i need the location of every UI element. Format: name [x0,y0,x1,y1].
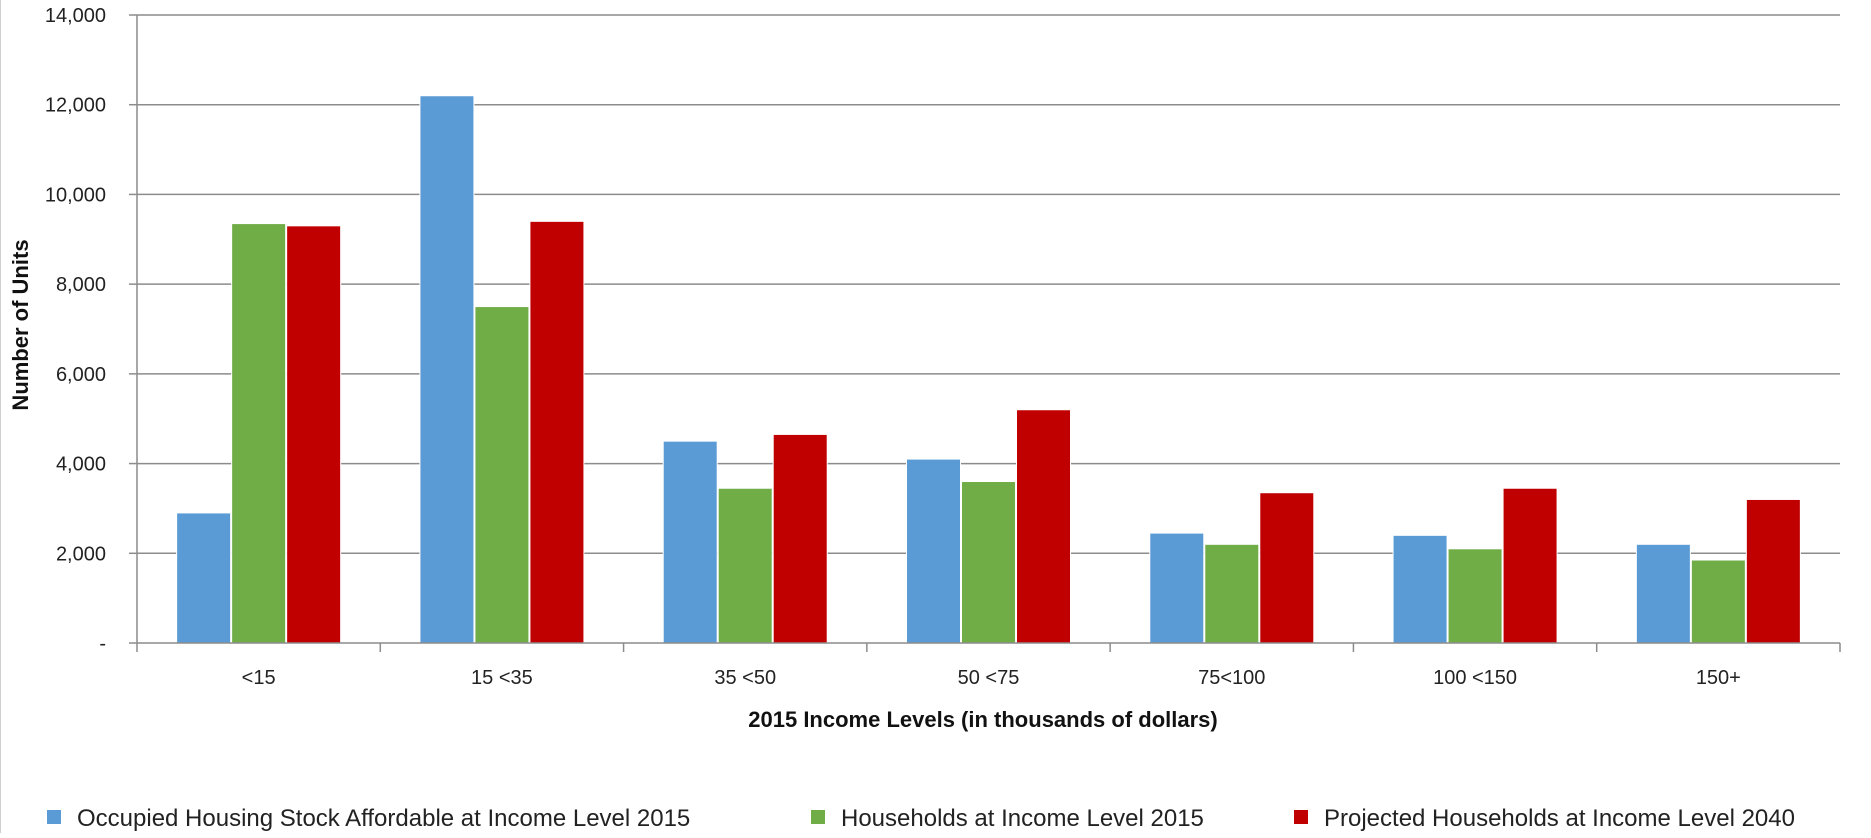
bar [231,223,287,644]
x-tick-labels: <15 15 <35 35 <50 50 <75 75<100 100 <150 150+ [242,667,1741,689]
bar [1204,543,1260,644]
bar [1016,409,1071,644]
legend-swatch [811,810,825,824]
bar [176,512,232,644]
y-tick-label: 4,000 [56,454,106,476]
bar [662,440,718,644]
axes [136,15,1841,652]
x-axis-title: 2015 Income Levels (in thousands of doll… [748,707,1217,732]
y-axis-title: Number of Units [8,239,33,410]
bar [1635,543,1691,644]
bar [1690,559,1746,644]
x-tick-label: 75<100 [1198,667,1265,689]
bar [1392,534,1448,644]
x-tick-label: 15 <35 [471,667,533,689]
gridlines [137,14,1840,555]
legend-label: Projected Households at Income Level 204… [1324,805,1795,832]
bar [419,95,475,644]
y-tick-labels: - 2,000 4,000 6,000 8,000 10,000 12,000 14,000 [45,5,137,655]
y-tick-label: 6,000 [56,364,106,386]
bar [1447,548,1503,644]
legend-label: Occupied Housing Stock Affordable at Inc… [77,805,690,832]
y-tick-label: 12,000 [45,95,106,117]
legend-swatch [47,810,61,824]
legend-label: Households at Income Level 2015 [841,805,1204,832]
y-tick-label: 14,000 [45,5,106,27]
bar [529,220,585,644]
x-tick-label: 150+ [1696,667,1741,689]
y-tick-label: 8,000 [56,274,106,296]
bar [1259,492,1315,644]
bar [286,225,342,644]
x-tick-label: 100 <150 [1433,667,1517,689]
y-tick-label: 10,000 [45,184,106,206]
bar [961,481,1016,644]
legend: Occupied Housing Stock Affordable at Inc… [47,805,1795,832]
x-tick-label: 35 <50 [714,667,776,689]
bar [1502,487,1558,644]
bar [717,487,773,644]
chart-frame-edge [0,0,1,833]
legend-swatch [1294,810,1308,824]
bars [176,95,1801,644]
bar [1745,498,1801,644]
y-tick-label: - [99,633,106,655]
x-tick-label: 50 <75 [958,667,1020,689]
bar [474,306,530,644]
bar [1149,532,1205,644]
y-tick-label: 2,000 [56,543,106,565]
bar [772,433,828,644]
bar [906,458,961,644]
x-tick-label: <15 [242,667,276,689]
